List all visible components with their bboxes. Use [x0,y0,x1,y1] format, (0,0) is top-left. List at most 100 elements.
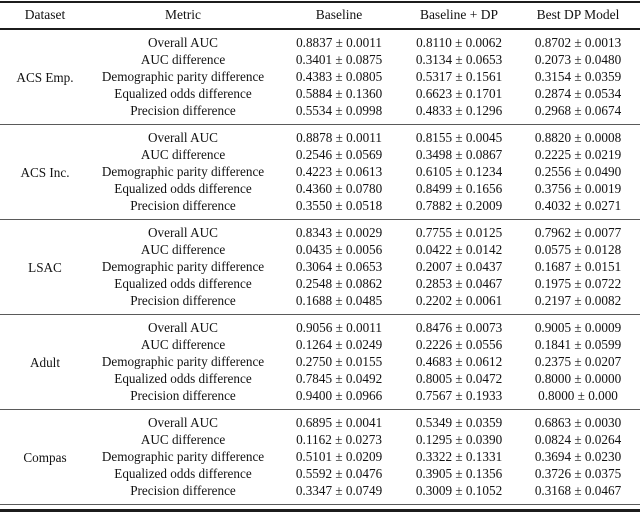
metric-label: Precision difference [130,198,236,213]
table-row: Precision difference 0.9400 ± 0.0966 0.756… [0,387,640,410]
best-dp-value: 0.1841 ± 0.0599 [534,337,622,352]
metric-label: Equalized odds difference [114,86,252,101]
table-row: Demographic parity difference 0.5101 ± 0.… [0,448,640,465]
best-dp-value: 0.3154 ± 0.0359 [534,69,622,84]
baseline-value: 0.0435 ± 0.0056 [295,242,383,257]
baseline-dp-value: 0.7567 ± 0.1933 [415,388,503,403]
best-dp-value: 0.8000 ± 0.0000 [534,371,622,386]
table-row: Precision difference 0.3347 ± 0.0749 0.300… [0,482,640,505]
best-dp-value: 0.9005 ± 0.0009 [534,320,622,335]
metric-label: Overall AUC [148,415,218,430]
column-header-2: Baseline [315,7,363,22]
header-row: Dataset Metric Baseline Baseline + DP Best D… [0,2,640,29]
dataset-label: Adult [29,354,61,370]
table-row: Precision difference 0.5534 ± 0.0998 0.483… [0,102,640,125]
table-row: AUC difference 0.3401 ± 0.0875 0.3134 ± 0.… [0,51,640,68]
baseline-dp-value: 0.8110 ± 0.0062 [416,35,502,50]
metric-label: Precision difference [130,483,236,498]
baseline-value: 0.3347 ± 0.0749 [295,483,383,498]
table-row: Adult Overall AUC 0.9056 ± 0.0011 0.8476 ± … [0,315,640,370]
baseline-value: 0.5534 ± 0.0998 [295,103,383,118]
best-dp-value: 0.0575 ± 0.0128 [534,242,622,257]
baseline-dp-value: 0.7882 ± 0.2009 [415,198,503,213]
baseline-value: 0.8343 ± 0.0029 [295,225,383,240]
baseline-dp-value: 0.8499 ± 0.1656 [415,181,503,196]
baseline-value: 0.7845 ± 0.0492 [295,371,383,386]
baseline-dp-value: 0.1295 ± 0.0390 [415,432,503,447]
dataset-group: Compas Overall AUC 0.6895 ± 0.0041 0.5349 ±… [0,409,640,505]
baseline-dp-value: 0.8476 ± 0.0073 [415,320,503,335]
best-dp-value: 0.3756 ± 0.0019 [534,181,622,196]
best-dp-value: 0.1687 ± 0.0151 [534,259,622,274]
baseline-value: 0.3064 ± 0.0653 [295,259,383,274]
best-dp-value: 0.0824 ± 0.0264 [534,432,622,447]
best-dp-value: 0.1975 ± 0.0722 [534,276,622,291]
baseline-value: 0.1264 ± 0.0249 [295,337,383,352]
best-dp-value: 0.2073 ± 0.0480 [534,52,622,67]
best-dp-value: 0.3168 ± 0.0467 [534,483,622,498]
dataset-label: LSAC [28,259,62,275]
metric-label: AUC difference [140,147,226,162]
baseline-value: 0.1688 ± 0.0485 [295,293,383,308]
best-dp-value: 0.2197 ± 0.0082 [534,293,622,308]
metric-label: Demographic parity difference [101,164,265,179]
baseline-dp-value: 0.6623 ± 0.1701 [415,86,503,101]
baseline-value: 0.5592 ± 0.0476 [295,466,383,481]
table-row: Equalized odds difference 0.7845 ± 0.0492… [0,370,640,387]
metric-label: AUC difference [140,432,226,447]
best-dp-value: 0.8000 ± 0.000 [538,388,618,403]
baseline-value: 0.8878 ± 0.0011 [296,130,382,145]
metric-label: AUC difference [140,242,226,257]
baseline-dp-value: 0.0422 ± 0.0142 [415,242,503,257]
column-header-4: Best DP Model [536,7,620,22]
table-row: ACS Inc. Overall AUC 0.8878 ± 0.0011 0.8155… [0,125,640,180]
baseline-value: 0.4360 ± 0.0780 [295,181,383,196]
dataset-label: Compas [23,449,67,465]
baseline-value: 0.3550 ± 0.0518 [295,198,383,213]
dataset-group: Adult Overall AUC 0.9056 ± 0.0011 0.8476 ± … [0,314,640,410]
table-row: Demographic parity difference 0.2750 ± 0.… [0,353,640,370]
table-row: AUC difference 0.2546 ± 0.0569 0.3498 ± 0.… [0,146,640,163]
baseline-dp-value: 0.5349 ± 0.0359 [415,415,503,430]
metric-label: Demographic parity difference [101,449,265,464]
best-dp-value: 0.2874 ± 0.0534 [534,86,622,101]
baseline-dp-value: 0.8005 ± 0.0472 [415,371,503,386]
baseline-dp-value: 0.3498 ± 0.0867 [415,147,503,162]
baseline-dp-value: 0.2853 ± 0.0467 [415,276,503,291]
metric-label: Equalized odds difference [114,181,252,196]
baseline-value: 0.2546 ± 0.0569 [295,147,383,162]
column-header-3: Baseline + DP [419,7,499,22]
best-dp-value: 0.4032 ± 0.0271 [534,198,622,213]
baseline-value: 0.5884 ± 0.1360 [295,86,383,101]
table-row: Precision difference 0.1688 ± 0.0485 0.220… [0,292,640,315]
metric-label: AUC difference [140,52,226,67]
baseline-dp-value: 0.4683 ± 0.0612 [415,354,503,369]
baseline-value: 0.6895 ± 0.0041 [295,415,383,430]
metric-label: Overall AUC [148,130,218,145]
table-row: Demographic parity difference 0.3064 ± 0.… [0,258,640,275]
baseline-dp-value: 0.2202 ± 0.0061 [415,293,503,308]
baseline-dp-value: 0.3009 ± 0.1052 [415,483,503,498]
best-dp-value: 0.3694 ± 0.0230 [534,449,622,464]
table-row: AUC difference 0.0435 ± 0.0056 0.0422 ± 0.… [0,241,640,258]
table-row: Demographic parity difference 0.4383 ± 0.… [0,68,640,85]
best-dp-value: 0.8820 ± 0.0008 [534,130,622,145]
table-bottom-rule [0,505,640,512]
dataset-label: ACS Emp. [16,69,74,85]
baseline-dp-value: 0.3134 ± 0.0653 [415,52,503,67]
metric-label: Overall AUC [148,35,218,50]
baseline-dp-value: 0.6105 ± 0.1234 [415,164,503,179]
table-row: Precision difference 0.3550 ± 0.0518 0.788… [0,197,640,220]
table-row: AUC difference 0.1264 ± 0.0249 0.2226 ± 0.… [0,336,640,353]
table-row: ACS Emp. Overall AUC 0.8837 ± 0.0011 0.8110… [0,29,640,85]
best-dp-value: 0.6863 ± 0.0030 [534,415,622,430]
dataset-group: ACS Emp. Overall AUC 0.8837 ± 0.0011 0.8110… [0,29,640,125]
metric-label: Overall AUC [148,320,218,335]
baseline-value: 0.1162 ± 0.0273 [296,432,382,447]
best-dp-value: 0.7962 ± 0.0077 [534,225,622,240]
metric-label: Precision difference [130,293,236,308]
metric-label: AUC difference [140,337,226,352]
best-dp-value: 0.3726 ± 0.0375 [534,466,622,481]
metric-label: Equalized odds difference [114,466,252,481]
